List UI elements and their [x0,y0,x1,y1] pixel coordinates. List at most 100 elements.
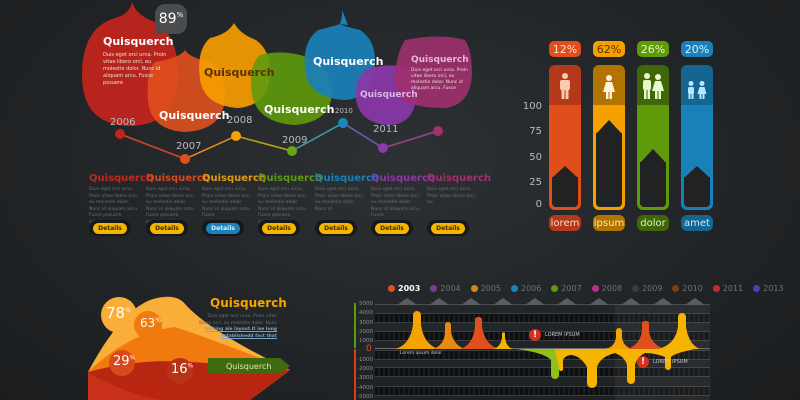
column-title: Quisquerch [427,173,492,184]
badge-unit: % [176,11,184,19]
alert-icon: ! [637,356,649,368]
details-button[interactable]: Details [431,222,465,234]
percentage-badge: 89 % [155,4,187,34]
column-title: Quisquerch [146,173,211,184]
pyramid-arrow-label: Quisquerch [208,358,290,374]
legend-item-2004[interactable]: 2004 [430,284,461,293]
column-2008: Quisquerch Duis eget orci urna. Proin vi… [202,173,267,236]
bar-label: lorem [549,215,581,231]
bar-label: amet [681,215,713,231]
zero-baseline [375,348,710,349]
bubble-2007-title: Quisquerch [159,109,230,122]
year-label: 2008 [227,115,253,126]
column-body: Duis eget orci urna. Proin vitae libero … [371,187,421,218]
details-button[interactable]: Details [262,222,296,234]
bar-label: ipsum [593,215,625,231]
legend-item-2003[interactable]: 2003 [388,284,420,293]
legend-item-2005[interactable]: 2005 [470,284,501,293]
pyramid-value-63: 63% [140,316,161,330]
column-2007: Quisquerch Duis eget orci urna. Proin vi… [146,173,211,236]
details-button[interactable]: Details [93,222,127,234]
bar-column [637,105,669,210]
percent-pill: 20% [681,41,713,57]
details-button[interactable]: Details [319,222,353,234]
drip-legend: 2003 2004 2005 2006 2007 2008 2009 2010 … [388,284,794,293]
column-title: Quisquerch [89,173,154,184]
bar-label: dolor [637,215,669,231]
y-tick: 75 [529,126,542,137]
negative-axis-bar [354,349,356,400]
alert-callout[interactable]: ! LOREM IPSUM [637,356,688,368]
pyramid-link[interactable]: establishedd fact that [220,333,277,339]
bubble-2011-title: Quisquerch [360,90,418,100]
column-2006: Quisquerch Duis eget orci urna. Proin vi… [89,173,154,236]
bubble-2009-title: Quisquerch [264,103,335,116]
children-icon [681,65,713,105]
column-title: Quisquerch [258,173,323,184]
details-button[interactable]: Details [150,222,184,234]
legend-item-2006[interactable]: 2006 [510,284,541,293]
drip-y-axis: 5000 4000 3000 2000 1000 0 -1000 -2000 -… [357,301,373,400]
pyramid-graphic [88,296,290,400]
alert-text: LOREM IPSUM [653,359,688,365]
y-tick: 50 [529,152,542,163]
bar-lorem: 12% lorem [549,41,581,231]
bar-column [549,105,581,210]
alert-icon: ! [529,329,541,341]
timeline-columns: Quisquerch Duis eget orci urna. Proin vi… [89,173,492,243]
bubble-2012: Quisquerch Duis eget orci urna. Proin vi… [411,55,469,92]
zero-label: 0 [366,344,372,354]
timeline-bubbles-graphic [82,2,472,164]
year-label: 2011 [373,124,399,135]
woman-icon [593,65,625,105]
bar-column [681,105,713,210]
bar-amet: 20% amet [681,41,713,231]
column-2012: Quisquerch Duis eget orci urna. Proin vi… [427,173,492,236]
bubble-body: Duis eget orci urna. Proin vitae libero … [411,68,468,91]
legend-item-2007[interactable]: 2007 [551,284,582,293]
badge-value: 89 [158,11,177,27]
column-2010: Quisquerch Duis eget orci urna. Proin vi… [315,173,379,236]
baseline-label: Lorem ipsum dolor [400,351,443,356]
pyramid-title: Quisquerch [210,296,287,310]
y-tick: 25 [529,177,542,188]
legend-item-2010[interactable]: 2010 [672,284,703,293]
year-label: 2010 [335,107,353,115]
column-2011: Quisquerch Duis eget orci urna. Proin vi… [371,173,435,236]
column-title: Quisquerch [202,173,267,184]
column-body: Duis eget orci urna. Proin vitae libero … [315,187,365,212]
percent-pill: 62% [593,41,625,57]
legend-item-2008[interactable]: 2008 [591,284,622,293]
year-label: 2007 [176,141,202,152]
bar-dolor: 26% dolor [637,41,669,231]
pyramid-value-16: 16% [171,362,194,377]
legend-item-2009[interactable]: 2009 [632,284,662,293]
pyramid-value-29: 29% [113,354,136,369]
bubble-title: Quisquerch [411,55,469,65]
column-body: Duis eget orci urna. Proin vitae libero … [202,187,252,218]
percent-pill: 26% [637,41,669,57]
couple-icon [637,65,669,105]
details-button[interactable]: Details [206,222,240,234]
year-label: 2006 [110,117,136,128]
positive-axis-bar [354,303,356,348]
bubble-2006: Quisquerch Duis eget orci urna. Proin vi… [103,35,173,87]
legend-item-2011[interactable]: 2011 [712,284,743,293]
percent-pill: 12% [549,41,581,57]
year-label: 2009 [282,135,308,146]
drip-series-graphic [395,311,700,388]
bar-column [593,105,625,210]
pyramid-value-78: 78% [106,304,131,322]
column-2009: Quisquerch Duis eget orci urna. Proin vi… [258,173,323,236]
column-body: Duis eget orci urna. Proin vitae libero … [427,187,477,205]
bubble-body: Duis eget orci urna. Proin vitae libero … [103,52,167,86]
bar-ipsum: 62% ipsum [593,41,625,231]
pyramid-link[interactable]: looking ale layout.It ise long [204,327,277,332]
alert-callout[interactable]: ! LOREM IPSUM [529,329,580,341]
bubble-title: Quisquerch [103,35,174,48]
man-icon [549,65,581,105]
details-button[interactable]: Details [375,222,409,234]
bubble-2008-title: Quisquerch [204,66,275,79]
legend-item-2013[interactable]: 2013 [753,284,784,293]
alert-text: LOREM IPSUM [545,332,580,338]
